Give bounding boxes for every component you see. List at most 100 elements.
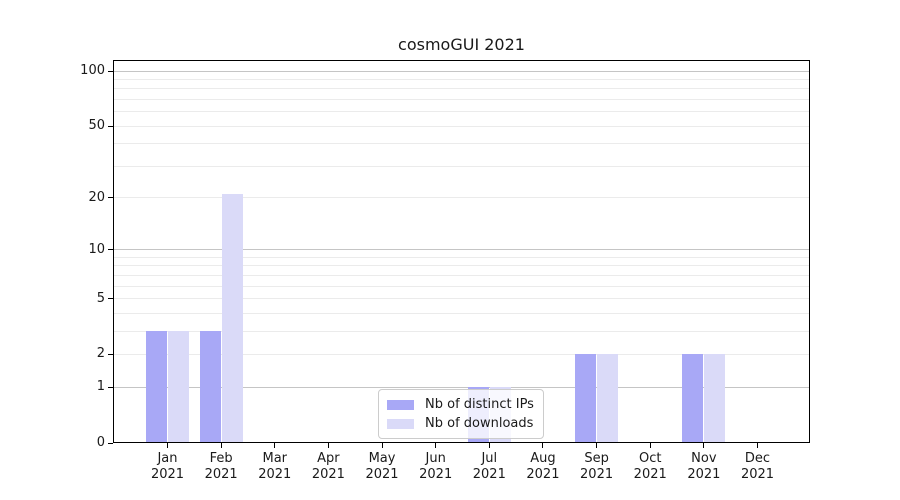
x-tick-month: Apr <box>317 451 340 466</box>
legend-swatch-downloads <box>387 418 414 429</box>
gridline-minor <box>114 285 809 287</box>
x-tick-label: Aug 2021 <box>511 451 575 483</box>
x-tick-label: Sep 2021 <box>565 451 629 483</box>
x-tick-mark <box>649 443 651 448</box>
legend-label-downloads: Nb of downloads <box>425 416 534 431</box>
gridline-minor <box>114 330 809 332</box>
bar-sep-downloads <box>597 354 619 443</box>
gridline-minor <box>114 197 809 199</box>
x-tick-mark <box>703 443 705 448</box>
x-tick-month: Feb <box>209 451 233 466</box>
x-tick-label: Dec 2021 <box>725 451 789 483</box>
x-tick-month: Sep <box>584 451 609 466</box>
x-tick-mark <box>274 443 276 448</box>
x-tick-label: Jun 2021 <box>404 451 468 483</box>
gridline-minor <box>114 265 809 267</box>
bar-jan-distinct-ips <box>146 331 167 443</box>
chart-title: cosmoGUI 2021 <box>398 35 525 54</box>
gridline-minor <box>114 298 809 300</box>
gridline-minor <box>114 274 809 276</box>
y-tick-mark <box>108 386 113 388</box>
x-tick-mark <box>381 443 383 448</box>
plot-area: 0 1 2 5 10 20 50 100 Jan 2021 Feb 2021 Mar 2021 Apr 20… <box>80 60 810 482</box>
x-tick-label: Apr 2021 <box>296 451 360 483</box>
y-tick-label: 0 <box>96 435 105 450</box>
legend-row-downloads: Nb of downloads <box>387 414 535 433</box>
x-tick-year: 2021 <box>258 467 292 482</box>
x-tick-mark <box>327 443 329 448</box>
x-tick-month: Nov <box>691 451 717 466</box>
x-tick-year: 2021 <box>150 467 185 482</box>
y-tick-mark <box>108 70 113 72</box>
x-tick-label: Nov 2021 <box>672 451 736 483</box>
bar-sep-distinct-ips <box>575 354 597 443</box>
y-tick-label: 50 <box>88 118 105 134</box>
gridline-minor <box>114 111 809 113</box>
bar-nov-distinct-ips <box>682 354 704 443</box>
x-tick-label: May 2021 <box>350 451 414 483</box>
gridline-major <box>114 249 809 251</box>
gridline-major <box>114 70 809 72</box>
x-tick-year: 2021 <box>204 467 238 482</box>
x-tick-year: 2021 <box>472 467 506 482</box>
bar-nov-downloads <box>704 354 726 443</box>
legend-row-distinct-ips: Nb of distinct IPs <box>387 395 535 414</box>
x-tick-month: Dec <box>744 451 771 466</box>
legend-label-distinct-ips: Nb of distinct IPs <box>425 397 534 412</box>
y-tick-mark <box>108 249 113 251</box>
y-tick-label: 100 <box>80 63 105 78</box>
x-tick-month: Jan <box>157 451 178 466</box>
y-tick-label: 1 <box>96 379 105 395</box>
bar-jan-downloads <box>168 331 189 443</box>
y-tick-mark <box>108 353 113 355</box>
x-tick-month: Jun <box>425 451 446 466</box>
x-tick-mark <box>596 443 598 448</box>
x-tick-year: 2021 <box>740 467 775 482</box>
x-tick-month: Oct <box>638 451 662 466</box>
x-tick-year: 2021 <box>419 467 453 482</box>
x-tick-month: Mar <box>262 451 288 466</box>
x-tick-label: Mar 2021 <box>243 451 307 483</box>
x-tick-mark <box>542 443 544 448</box>
x-tick-year: 2021 <box>633 467 667 482</box>
gridline-minor <box>114 143 809 145</box>
bar-feb-distinct-ips <box>199 331 221 443</box>
gridline-minor <box>114 165 809 167</box>
x-tick-month: Jul <box>481 451 498 466</box>
gridline-minor <box>114 353 809 355</box>
gridline-minor <box>114 125 809 127</box>
y-tick-mark <box>108 125 113 127</box>
gridline-minor <box>114 98 809 100</box>
gridline-minor <box>114 256 809 258</box>
gridline-minor <box>114 312 809 314</box>
y-tick-label: 2 <box>96 346 105 362</box>
x-tick-label: Feb 2021 <box>189 451 253 483</box>
x-tick-mark <box>435 443 437 448</box>
x-tick-year: 2021 <box>311 467 345 482</box>
y-tick-label: 20 <box>88 189 105 205</box>
x-tick-label: Oct 2021 <box>618 451 682 483</box>
y-tick-mark <box>108 442 113 444</box>
x-tick-year: 2021 <box>365 467 399 482</box>
x-tick-month: Aug <box>530 451 556 466</box>
x-tick-label: Jan 2021 <box>136 451 200 483</box>
y-tick-label: 10 <box>88 241 105 257</box>
y-tick-mark <box>108 197 113 199</box>
legend-swatch-distinct-ips <box>387 399 414 410</box>
x-tick-label: Jul 2021 <box>457 451 521 483</box>
y-tick-label: 5 <box>96 290 105 306</box>
gridline-minor <box>114 78 809 80</box>
x-tick-mark <box>220 443 222 448</box>
x-tick-mark <box>488 443 490 448</box>
gridline-minor <box>114 88 809 90</box>
gridline-major <box>114 386 809 388</box>
y-tick-mark <box>108 298 113 300</box>
x-tick-month: May <box>368 451 396 466</box>
x-tick-year: 2021 <box>687 467 721 482</box>
bar-feb-downloads <box>221 193 243 443</box>
legend: Nb of distinct IPs Nb of downloads <box>378 389 544 439</box>
x-tick-year: 2021 <box>580 467 614 482</box>
x-tick-year: 2021 <box>526 467 560 482</box>
x-tick-mark <box>167 443 168 448</box>
